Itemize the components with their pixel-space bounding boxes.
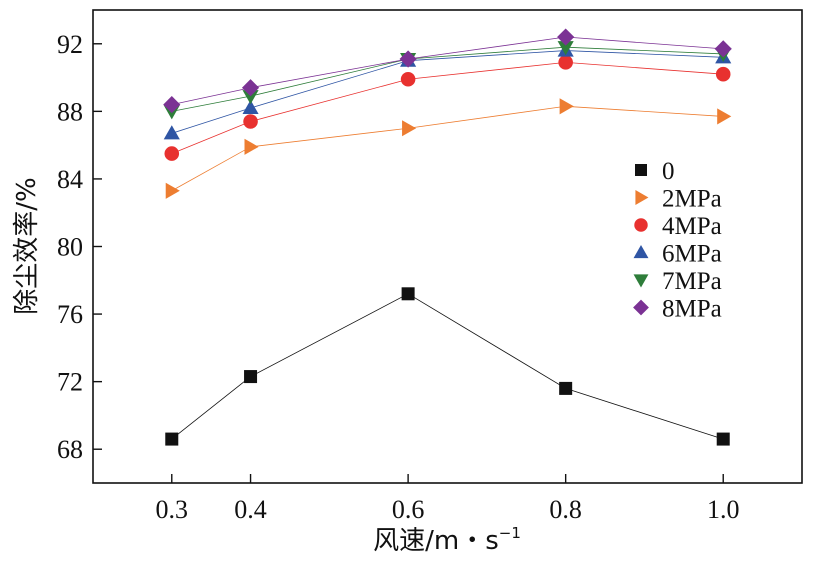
- data-point: [715, 66, 731, 82]
- data-point: [163, 125, 180, 140]
- data-point: [559, 381, 573, 395]
- legend-marker: [635, 190, 649, 205]
- data-point: [165, 182, 180, 199]
- series-4MPa: [164, 55, 731, 161]
- legend-item: 8MPa: [633, 296, 722, 323]
- data-point: [559, 98, 574, 115]
- data-point: [242, 90, 259, 105]
- y-axis-ticks: 68 72 76 80 84 88 92: [57, 30, 102, 464]
- legend-item: 4MPa: [634, 213, 722, 240]
- data-point: [164, 146, 180, 161]
- data-point: [714, 40, 732, 58]
- y-tick-label: 76: [57, 300, 83, 329]
- legend-item: 7MPa: [633, 268, 722, 295]
- data-point: [242, 99, 259, 115]
- data-series: [163, 28, 732, 446]
- data-point: [163, 96, 181, 114]
- data-point: [401, 287, 415, 301]
- data-point: [558, 55, 573, 70]
- legend-marker: [633, 299, 649, 316]
- x-axis-label-exponent: −1: [499, 524, 521, 542]
- legend-item: 6MPa: [633, 241, 722, 268]
- legend-label: 4MPa: [662, 213, 722, 240]
- data-point: [244, 138, 259, 155]
- series-line: [171, 293, 724, 440]
- series-line: [171, 46, 724, 112]
- series-8MPa: [163, 28, 732, 114]
- legend-label: 0: [662, 158, 675, 185]
- series-2MPa: [165, 98, 732, 199]
- legend-marker: [635, 164, 647, 176]
- x-tick-label: 0.8: [549, 495, 582, 524]
- legend-label: 7MPa: [662, 268, 722, 295]
- series-0: [165, 287, 730, 446]
- legend-marker: [633, 245, 649, 259]
- y-axis-label: 除尘效率/%: [12, 177, 42, 314]
- y-tick-label: 72: [57, 368, 83, 397]
- data-point: [557, 41, 574, 56]
- legend-label: 6MPa: [662, 241, 722, 268]
- legend-label: 8MPa: [662, 296, 722, 323]
- x-axis-ticks: 0.3 0.4 0.6 0.8 1.0: [156, 474, 740, 524]
- y-tick-label: 80: [57, 233, 83, 262]
- legend-item: 2MPa: [635, 186, 722, 213]
- data-point: [165, 432, 179, 446]
- x-tick-label: 0.3: [156, 495, 189, 524]
- legend-marker: [634, 218, 648, 232]
- y-tick-label: 68: [57, 435, 83, 464]
- data-point: [402, 120, 417, 137]
- data-point: [717, 108, 732, 125]
- x-axis-label: 风速/m・s−1: [373, 524, 521, 556]
- x-tick-label: 1.0: [707, 495, 740, 524]
- legend-marker: [633, 274, 649, 288]
- x-tick-label: 0.6: [392, 495, 425, 524]
- y-tick-label: 84: [57, 165, 83, 194]
- y-tick-label: 88: [57, 97, 83, 126]
- data-point: [716, 432, 730, 446]
- x-tick-label: 0.4: [234, 495, 267, 524]
- data-point: [243, 114, 258, 129]
- legend-item: 0: [635, 158, 675, 185]
- legend-label: 2MPa: [662, 186, 722, 213]
- data-point: [241, 79, 260, 97]
- data-point: [557, 28, 575, 46]
- data-point: [400, 71, 416, 87]
- y-tick-label: 92: [57, 30, 83, 59]
- data-point: [244, 370, 258, 384]
- data-point: [399, 50, 417, 68]
